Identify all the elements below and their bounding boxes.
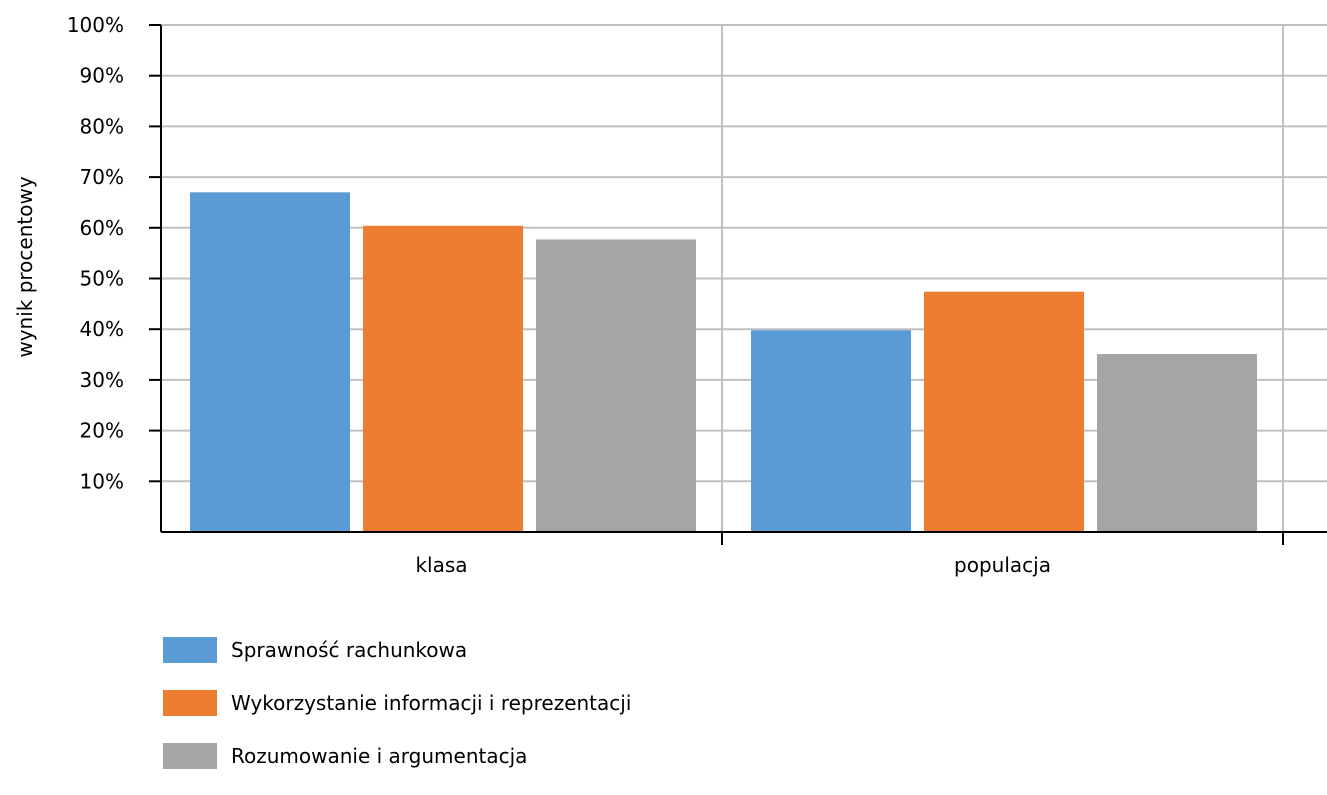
legend-item-1: Wykorzystanie informacji i reprezentacji — [163, 689, 631, 717]
y-tick-label: 100% — [67, 13, 124, 37]
y-tick-label: 70% — [80, 165, 124, 189]
bar-1-0 — [363, 225, 523, 532]
bar-2-0 — [536, 239, 696, 532]
y-tick-labels: 10% 20% 30% 40% 50% 60% 70% 80% 90% 100% — [67, 13, 124, 493]
bars — [190, 192, 1257, 532]
gridlines — [161, 24, 1327, 532]
legend-item-2: Rozumowanie i argumentacja — [163, 742, 631, 770]
legend-item-0: Sprawność rachunkowa — [163, 636, 631, 664]
x-tick-labels: klasa populacja — [415, 553, 1051, 577]
y-axis-label: wynik procentowy — [13, 176, 37, 357]
y-tick-label: 30% — [80, 368, 124, 392]
y-tick-label: 40% — [80, 317, 124, 341]
bar-0-1 — [751, 330, 911, 532]
y-tick-label: 20% — [80, 419, 124, 443]
y-tick-label: 50% — [80, 267, 124, 291]
legend: Sprawność rachunkowa Wykorzystanie infor… — [163, 636, 631, 795]
y-tick-label: 80% — [80, 114, 124, 138]
bar-2-1 — [1097, 354, 1257, 532]
legend-swatch-0 — [163, 637, 217, 663]
x-tick-label: klasa — [415, 553, 467, 577]
bar-0-0 — [190, 192, 350, 532]
bar-1-1 — [924, 291, 1084, 532]
legend-swatch-2 — [163, 743, 217, 769]
y-tick-label: 60% — [80, 216, 124, 240]
legend-label-2: Rozumowanie i argumentacja — [231, 744, 528, 768]
axes — [149, 24, 1327, 545]
y-tick-label: 90% — [80, 64, 124, 88]
y-tick-label: 10% — [80, 469, 124, 493]
legend-label-1: Wykorzystanie informacji i reprezentacji — [231, 691, 632, 715]
x-tick-label: populacja — [954, 553, 1051, 577]
bar-chart: 10% 20% 30% 40% 50% 60% 70% 80% 90% 100% klasa pop… — [13, 13, 1327, 577]
legend-label-0: Sprawność rachunkowa — [231, 638, 468, 662]
legend-swatch-1 — [163, 690, 217, 716]
